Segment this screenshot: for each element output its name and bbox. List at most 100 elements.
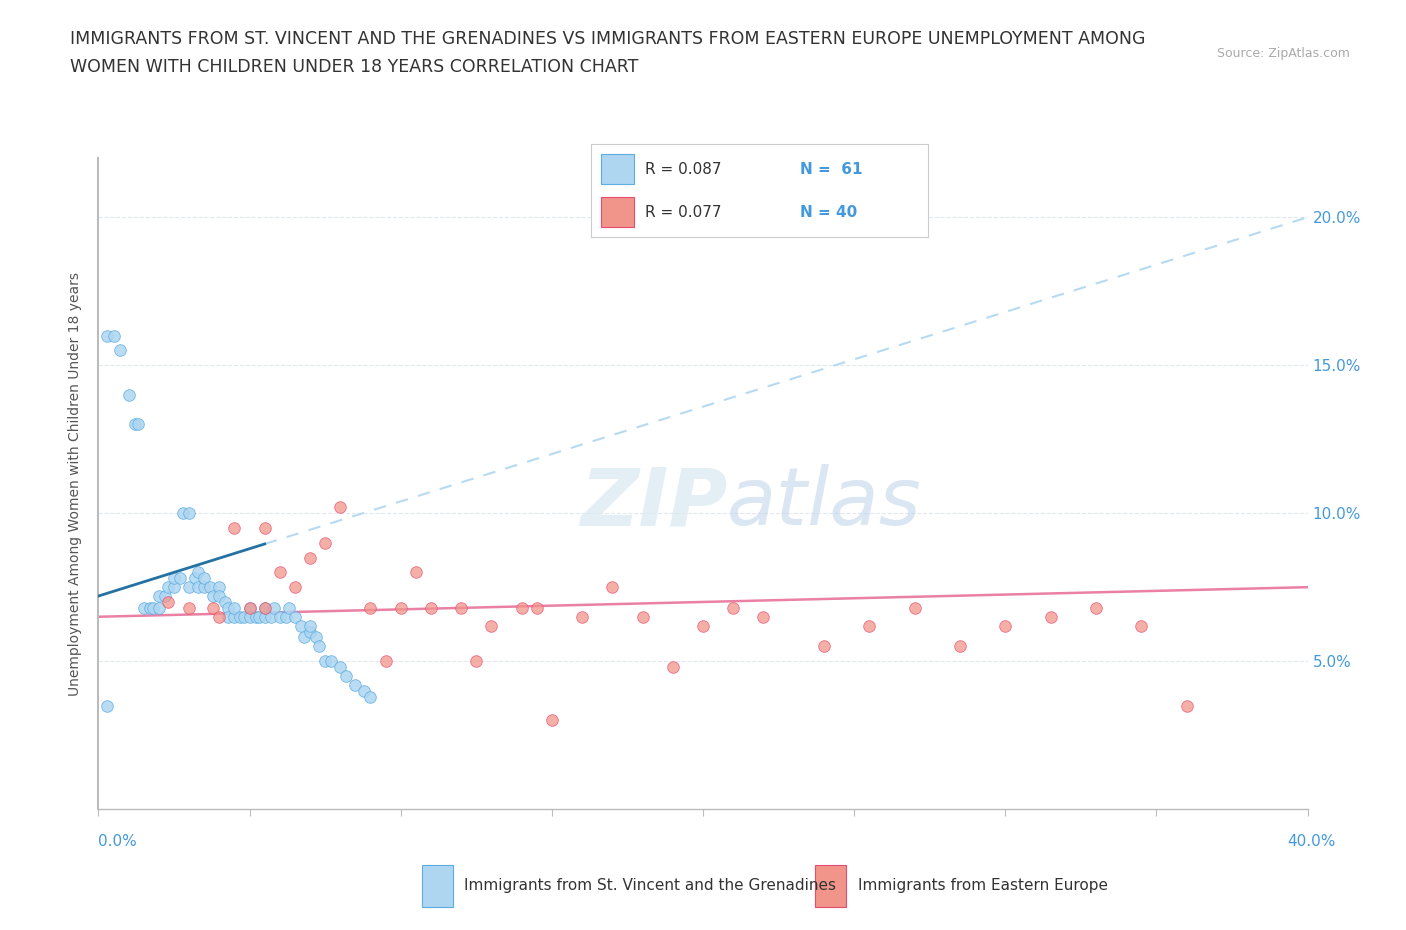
Point [208, 589, 231, 604]
Point [208, 579, 231, 594]
Point [329, 659, 352, 674]
Point [299, 618, 322, 633]
Point [239, 609, 262, 624]
Point [224, 609, 246, 624]
Text: WOMEN WITH CHILDREN UNDER 18 YEARS CORRELATION CHART: WOMEN WITH CHILDREN UNDER 18 YEARS CORRE… [70, 58, 638, 75]
Point [193, 579, 215, 594]
Point [284, 609, 307, 624]
Point [239, 601, 262, 616]
Point [148, 589, 170, 604]
Point [631, 609, 654, 624]
Point [163, 579, 186, 594]
Point [169, 571, 191, 586]
Point [179, 579, 201, 594]
Text: IMMIGRANTS FROM ST. VINCENT AND THE GRENADINES VS IMMIGRANTS FROM EASTERN EUROPE: IMMIGRANTS FROM ST. VINCENT AND THE GREN… [70, 30, 1146, 47]
Text: atlas: atlas [727, 464, 922, 542]
Point [752, 609, 775, 624]
Point [172, 506, 194, 521]
Y-axis label: Unemployment Among Women with Children Under 18 years: Unemployment Among Women with Children U… [69, 272, 83, 696]
Point [224, 601, 246, 616]
Point [949, 639, 972, 654]
Point [142, 601, 165, 616]
Point [360, 601, 382, 616]
Point [269, 565, 291, 579]
Point [217, 609, 239, 624]
Point [96, 328, 118, 343]
Point [202, 601, 225, 616]
Point [96, 698, 118, 713]
Point [124, 417, 146, 432]
Point [353, 684, 375, 698]
Point [139, 601, 162, 616]
Point [858, 618, 880, 633]
Point [290, 618, 312, 633]
Point [184, 571, 207, 586]
Text: Immigrants from St. Vincent and the Grenadines: Immigrants from St. Vincent and the Gren… [464, 878, 837, 893]
Point [224, 521, 246, 536]
Point [571, 609, 593, 624]
Point [292, 630, 315, 644]
Point [187, 565, 209, 579]
Point [229, 609, 252, 624]
Point [420, 601, 443, 616]
Point [692, 618, 714, 633]
Point [405, 565, 427, 579]
Point [465, 654, 488, 669]
Point [148, 601, 170, 616]
Point [723, 601, 745, 616]
Point [299, 624, 322, 639]
Point [208, 609, 231, 624]
Point [662, 659, 685, 674]
Point [253, 601, 276, 616]
Point [103, 328, 125, 343]
Text: 0.0%: 0.0% [98, 834, 138, 849]
Point [305, 630, 328, 644]
Point [360, 689, 382, 704]
Point [193, 571, 215, 586]
Point [232, 609, 254, 624]
Point [1130, 618, 1153, 633]
Text: Immigrants from Eastern Europe: Immigrants from Eastern Europe [858, 878, 1108, 893]
Point [314, 536, 336, 551]
Point [200, 579, 222, 594]
Point [299, 551, 322, 565]
Point [329, 499, 352, 514]
Point [389, 601, 412, 616]
Point [156, 579, 179, 594]
Point [1085, 601, 1108, 616]
Point [260, 609, 283, 624]
Point [239, 601, 262, 616]
Point [269, 609, 291, 624]
Point [202, 589, 225, 604]
Point [163, 571, 186, 586]
Text: N =  61: N = 61 [800, 162, 862, 177]
Point [127, 417, 149, 432]
Point [247, 609, 270, 624]
Point [277, 601, 299, 616]
Point [253, 521, 276, 536]
Point [132, 601, 155, 616]
Point [245, 609, 267, 624]
Point [1039, 609, 1062, 624]
Point [153, 589, 176, 604]
Text: Source: ZipAtlas.com: Source: ZipAtlas.com [1216, 46, 1350, 60]
Point [510, 601, 533, 616]
Point [118, 388, 141, 403]
Point [179, 506, 201, 521]
Bar [815, 865, 846, 907]
Point [263, 601, 285, 616]
Point [540, 713, 562, 728]
Text: R = 0.087: R = 0.087 [644, 162, 721, 177]
Point [274, 609, 297, 624]
Point [374, 654, 396, 669]
Point [481, 618, 503, 633]
Point [179, 601, 201, 616]
Point [108, 343, 131, 358]
Point [602, 579, 624, 594]
Text: R = 0.077: R = 0.077 [644, 205, 721, 219]
Point [284, 579, 307, 594]
Point [253, 609, 276, 624]
Bar [600, 197, 634, 227]
Text: N = 40: N = 40 [800, 205, 858, 219]
Point [335, 669, 357, 684]
